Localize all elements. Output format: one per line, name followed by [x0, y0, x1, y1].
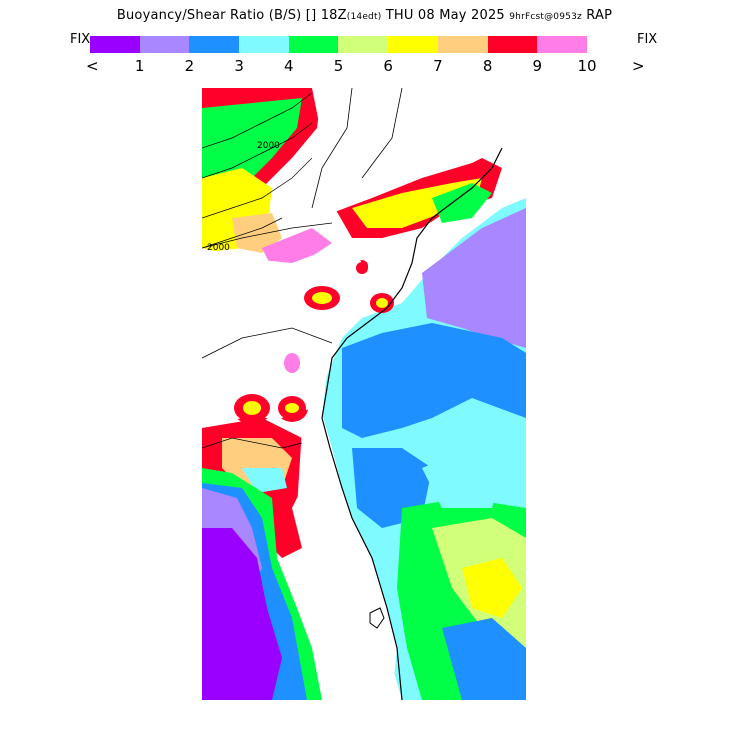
title-glyph: [] [305, 8, 317, 23]
state-line-4 [202, 327, 333, 359]
legend-swatch [189, 36, 240, 53]
state-line-5 [202, 437, 303, 449]
legend-swatch [139, 36, 190, 53]
contour-2 [202, 122, 313, 179]
legend-tick: 3 [234, 57, 244, 75]
green-coastal-band [432, 183, 492, 223]
previous-arrow[interactable]: < [86, 57, 99, 75]
legend-swatch [487, 36, 538, 53]
legend-tick: 9 [532, 57, 543, 75]
legend-swatch [90, 36, 140, 53]
fix-right-label[interactable]: FIX [637, 32, 658, 47]
blue-region [342, 323, 526, 438]
northeast-land [312, 88, 502, 213]
map-panel: 2000 2000 [202, 88, 526, 700]
contour-1 [202, 92, 313, 149]
title-forecast: 9hrFcst@0953z [509, 12, 582, 22]
map-image: 2000 2000 [202, 88, 526, 700]
legend-tick: 5 [333, 57, 344, 75]
color-legend [90, 36, 587, 53]
contour-label-1: 2000 [257, 141, 280, 151]
yellow-patch [462, 558, 522, 618]
title-date: THU 08 May 2025 [385, 8, 505, 23]
legend-swatch [388, 36, 438, 53]
purple-southwest [202, 528, 282, 700]
title-main: Buoyancy/Shear Ratio (B/S) [116, 8, 302, 23]
state-line-2 [311, 88, 353, 209]
legend-tick: 1 [134, 57, 145, 75]
legend-swatch [537, 36, 587, 53]
lavender-region [422, 208, 526, 348]
title-tz: (14edt) [346, 12, 382, 22]
blue-region-3 [442, 618, 526, 700]
fix-left-label[interactable]: FIX [70, 32, 91, 47]
state-line-1 [202, 222, 333, 249]
legend-tick: 7 [433, 57, 443, 75]
title-time: 18Z [320, 8, 347, 23]
cyan-patch [422, 448, 502, 508]
legend-tick: 6 [383, 57, 393, 75]
contour-3 [202, 157, 313, 219]
chart-title: Buoyancy/Shear Ratio (B/S) [] 18Z(14edt)… [0, 8, 729, 23]
coastline [321, 147, 503, 700]
legend-tick: 2 [184, 57, 195, 75]
pink-border-north [262, 228, 332, 268]
legend-swatch [338, 36, 389, 53]
contour-label-2: 2000 [207, 243, 230, 253]
legend-tick: 8 [482, 57, 493, 75]
title-model: RAP [586, 8, 613, 23]
yellow-coastal-band [352, 178, 482, 228]
legend-tick: 10 [577, 57, 597, 75]
next-arrow[interactable]: > [632, 57, 645, 75]
peach-north [232, 213, 282, 253]
legend-tick: 4 [284, 57, 294, 75]
florida-land [297, 413, 397, 700]
contour-4 [202, 217, 283, 249]
legend-swatch [288, 36, 339, 53]
state-line-3 [361, 88, 403, 179]
lake-okeechobee [369, 607, 385, 629]
legend-swatch [437, 36, 488, 53]
legend-swatch [239, 36, 289, 53]
legend-ticks: 1 2 3 4 5 6 7 8 9 10 [0, 57, 729, 77]
